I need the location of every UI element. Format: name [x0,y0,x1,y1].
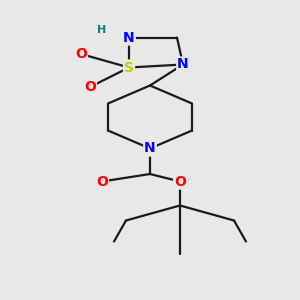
Text: O: O [174,175,186,188]
Text: O: O [75,47,87,61]
Text: N: N [123,31,135,44]
Text: S: S [124,61,134,74]
Text: N: N [144,142,156,155]
Text: O: O [96,175,108,188]
Text: H: H [98,25,106,35]
Text: N: N [177,58,189,71]
Text: O: O [84,80,96,94]
